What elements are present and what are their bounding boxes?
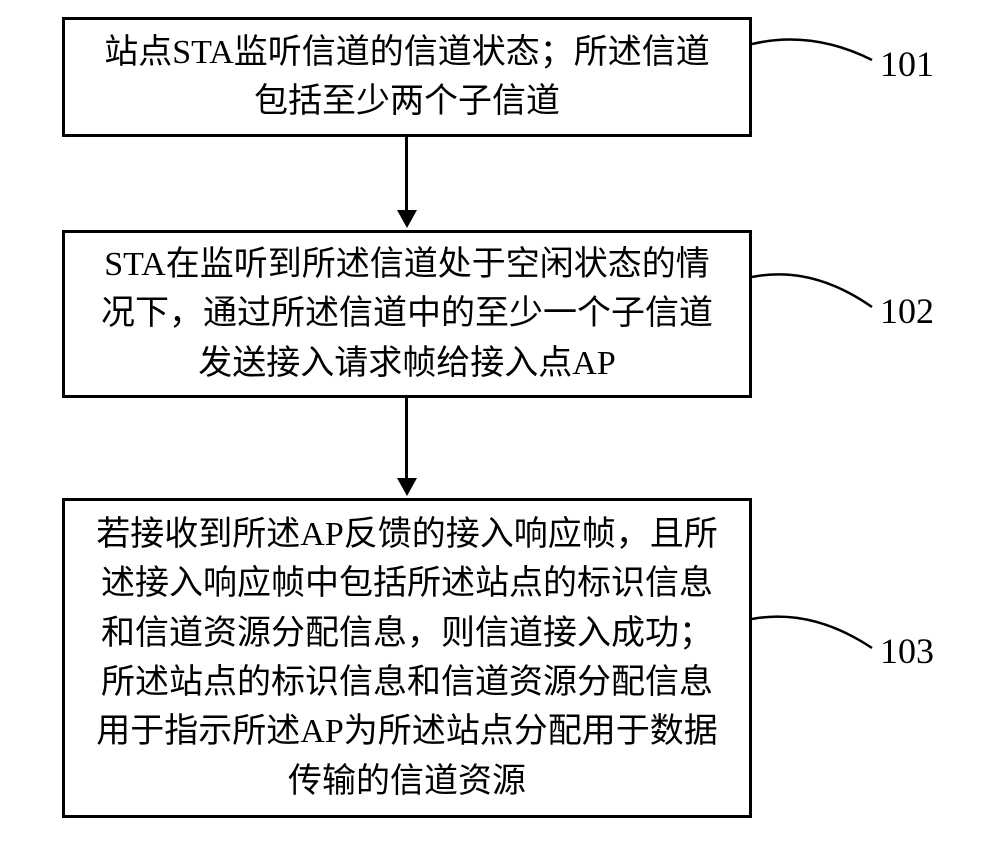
- step-2-label: 102: [880, 290, 934, 332]
- connector-line-2: [752, 265, 882, 320]
- arrow-head: [397, 210, 417, 228]
- flowchart-container: 站点STA监听信道的信道状态；所述信道包括至少两个子信道 101 STA在监听到…: [0, 0, 1000, 853]
- flowchart-step-3: 若接收到所述AP反馈的接入响应帧，且所述接入响应帧中包括所述站点的标识信息和信道…: [62, 498, 752, 818]
- arrow-line: [405, 137, 408, 212]
- flowchart-step-1: 站点STA监听信道的信道状态；所述信道包括至少两个子信道: [62, 17, 752, 137]
- arrow-line: [405, 398, 408, 480]
- step-1-label: 101: [880, 43, 934, 85]
- connector-line-3: [752, 608, 882, 663]
- flowchart-step-2: STA在监听到所述信道处于空闲状态的情况下，通过所述信道中的至少一个子信道发送接…: [62, 230, 752, 398]
- connector-line-1: [752, 30, 882, 80]
- step-1-text: 站点STA监听信道的信道状态；所述信道包括至少两个子信道: [89, 28, 725, 127]
- step-2-text: STA在监听到所述信道处于空闲状态的情况下，通过所述信道中的至少一个子信道发送接…: [89, 240, 725, 388]
- step-3-label: 103: [880, 630, 934, 672]
- step-3-text: 若接收到所述AP反馈的接入响应帧，且所述接入响应帧中包括所述站点的标识信息和信道…: [89, 510, 725, 806]
- arrow-head: [397, 478, 417, 496]
